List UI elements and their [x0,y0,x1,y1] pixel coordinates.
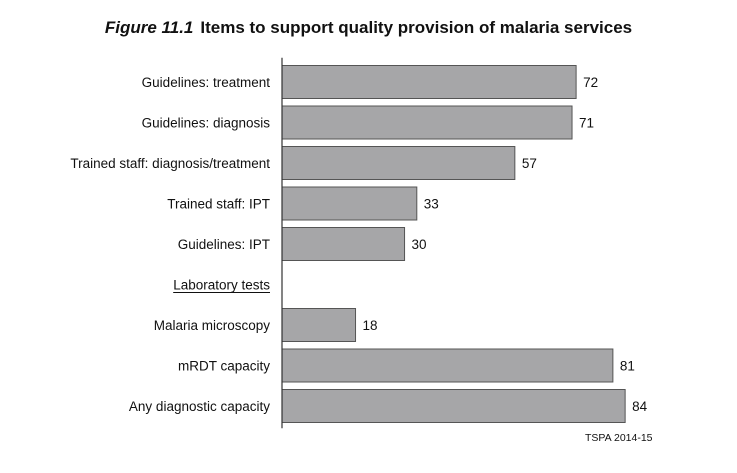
bar-malaria-microscopy [281,308,357,342]
category-label-guidelines-diagnosis: Guidelines: diagnosis [142,116,271,131]
value-label-malaria-microscopy: 18 [363,318,378,333]
chart-title: Figure 11.1 Items to support quality prov… [0,18,737,38]
category-label-guidelines-treatment: Guidelines: treatment [142,75,271,90]
category-label-malaria-microscopy: Malaria microscopy [154,318,271,333]
bar-any-diagnostic-capacity [281,389,626,423]
bar-trained-staff-diagnosis-treatment [281,146,516,180]
value-label-guidelines-ipt: 30 [412,237,427,252]
category-label-trained-staff-diagnosis-treatment: Trained staff: diagnosis/treatment [70,156,270,171]
category-label-guidelines-ipt: Guidelines: IPT [178,237,270,252]
bar-guidelines-ipt [281,227,406,261]
value-label-guidelines-treatment: 72 [583,75,598,90]
value-label-any-diagnostic-capacity: 84 [632,399,648,414]
source-note: TSPA 2014-15 [585,432,653,444]
category-label-any-diagnostic-capacity: Any diagnostic capacity [129,399,270,414]
bar-guidelines-treatment [281,65,577,99]
figure-title: Items to support quality provision of ma… [200,18,633,37]
bar-trained-staff-ipt [281,186,418,221]
value-label-trained-staff-diagnosis-treatment: 57 [522,156,537,171]
value-label-trained-staff-ipt: 33 [424,197,439,212]
value-label-guidelines-diagnosis: 71 [579,116,594,131]
value-label-mrdt-capacity: 81 [620,359,635,374]
section-header-laboratory-tests: Laboratory tests [173,278,270,293]
bar-mrdt-capacity [281,348,614,383]
category-label-mrdt-capacity: mRDT capacity [178,359,270,374]
category-label-trained-staff-ipt: Trained staff: IPT [167,197,270,212]
figure-number: Figure 11.1 [104,18,194,37]
bar-guidelines-diagnosis [281,105,573,140]
